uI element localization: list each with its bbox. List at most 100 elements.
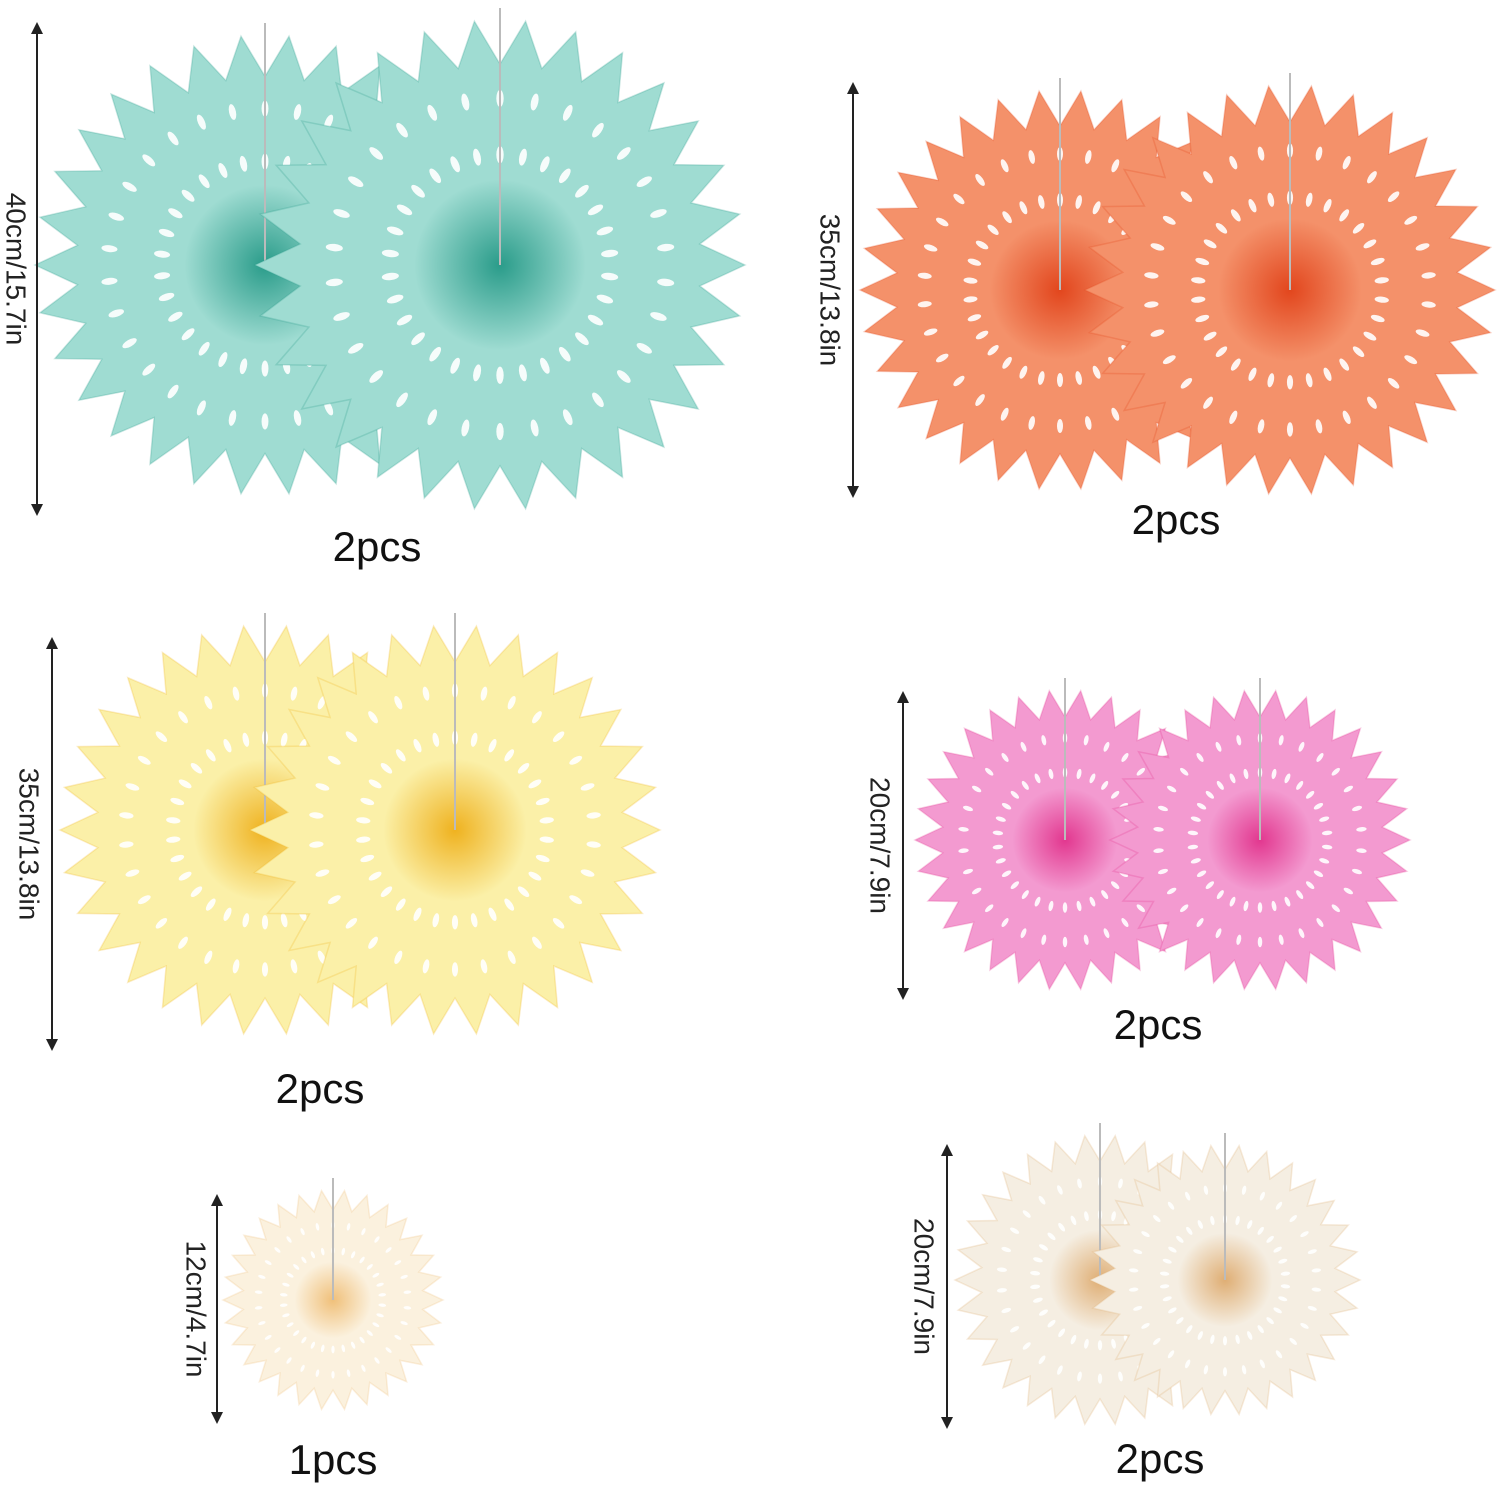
fan-hole bbox=[992, 844, 1004, 850]
fan-hole bbox=[575, 332, 589, 346]
fan-hole bbox=[429, 346, 442, 362]
fan-hole bbox=[345, 731, 358, 743]
fan-hole bbox=[1215, 928, 1222, 939]
fan-hole bbox=[517, 762, 530, 774]
fan-hole bbox=[1141, 1322, 1150, 1329]
fan-hole bbox=[596, 226, 614, 236]
fan-hole bbox=[380, 886, 393, 898]
paper-fan bbox=[221, 1178, 445, 1412]
fan-hole bbox=[540, 357, 550, 374]
fan-hole bbox=[530, 93, 539, 111]
fan-hole bbox=[286, 1236, 292, 1243]
fan-hole bbox=[369, 147, 384, 160]
fan-hole bbox=[539, 836, 554, 843]
fan-hole bbox=[1387, 377, 1400, 389]
fan-hole bbox=[1101, 890, 1109, 900]
fan-hole bbox=[975, 394, 985, 406]
fan-hole bbox=[450, 156, 460, 173]
fan-hole bbox=[1196, 753, 1204, 762]
fan-hole bbox=[1257, 419, 1265, 434]
fan-hole bbox=[155, 731, 168, 743]
fan-hole bbox=[1367, 396, 1377, 409]
fan-hole bbox=[1289, 1337, 1297, 1345]
fan-hole bbox=[429, 168, 442, 184]
fan-hole bbox=[535, 797, 550, 806]
fan-hole bbox=[333, 209, 350, 218]
fan-hole bbox=[374, 1236, 380, 1243]
fan-hole bbox=[1313, 870, 1324, 878]
fan-hole bbox=[1300, 1322, 1309, 1329]
fan-hole bbox=[1111, 1211, 1116, 1222]
fan-hole bbox=[473, 148, 482, 166]
fan-hole bbox=[1041, 934, 1047, 945]
fan-hole bbox=[1271, 768, 1277, 780]
fan-hole bbox=[1022, 1210, 1031, 1218]
fan-hole bbox=[280, 732, 288, 747]
fan-hole bbox=[346, 1223, 351, 1231]
fan-hole bbox=[1084, 1211, 1089, 1222]
fan-hole bbox=[1247, 1331, 1253, 1340]
fan-hole bbox=[119, 841, 134, 848]
fan-hole bbox=[1001, 753, 1009, 762]
fan-hole bbox=[196, 400, 206, 416]
fan-hole bbox=[1022, 1342, 1031, 1350]
size-label: 35cm/13.8in bbox=[815, 214, 846, 367]
fan-hole bbox=[300, 1364, 305, 1372]
fan-hole bbox=[432, 732, 440, 747]
fan-hole bbox=[1162, 1258, 1172, 1264]
fan-hole bbox=[1168, 1246, 1177, 1253]
fan-hole bbox=[958, 827, 969, 832]
fan-hole bbox=[1278, 934, 1284, 945]
fan-hole bbox=[1241, 1365, 1247, 1375]
fan-hole bbox=[403, 1306, 412, 1310]
fan-hole bbox=[137, 895, 151, 905]
fan-hole bbox=[530, 419, 539, 437]
fan-hole bbox=[385, 1247, 392, 1253]
fan-hole bbox=[320, 1247, 325, 1256]
fan-hole bbox=[1374, 296, 1389, 303]
fan-hole bbox=[1057, 1185, 1063, 1195]
fan-hole bbox=[1266, 1317, 1274, 1325]
fan-hole bbox=[539, 817, 554, 824]
fan-hole bbox=[158, 292, 175, 302]
fan-hole bbox=[1203, 1185, 1209, 1195]
fan-hole bbox=[279, 1303, 288, 1307]
fan-hole bbox=[1236, 934, 1242, 945]
fan-hole bbox=[1273, 1246, 1282, 1253]
fan-hole bbox=[504, 749, 515, 762]
fan-hole bbox=[264, 1260, 272, 1265]
fan-hole bbox=[451, 915, 459, 930]
fan-hole bbox=[1190, 858, 1201, 864]
fan-hole bbox=[372, 1322, 380, 1328]
fan-hole bbox=[320, 1344, 325, 1353]
fan-hole bbox=[532, 711, 542, 724]
fan-hole bbox=[1166, 785, 1177, 793]
fan-hole bbox=[286, 1357, 292, 1364]
fan-hole bbox=[507, 695, 516, 710]
fan-hole bbox=[1083, 934, 1089, 945]
fan-hole bbox=[1141, 1231, 1150, 1238]
fan-hole bbox=[158, 228, 175, 238]
fan-hole bbox=[122, 338, 137, 349]
fan-hole bbox=[325, 243, 343, 252]
fan-hole bbox=[261, 413, 269, 430]
fan-hole bbox=[1352, 346, 1365, 358]
fan-hole bbox=[569, 755, 583, 765]
fan-hole bbox=[1273, 1307, 1282, 1314]
fan-hole bbox=[1257, 936, 1263, 948]
count-label: 2pcs bbox=[1114, 1001, 1203, 1048]
fan-hole bbox=[1415, 243, 1430, 251]
fan-hole bbox=[280, 913, 288, 928]
fan-hole bbox=[142, 363, 156, 376]
fan-hole bbox=[1144, 301, 1159, 308]
fan-hole bbox=[310, 1341, 316, 1349]
fan-hole bbox=[356, 817, 371, 824]
fan-hole bbox=[1118, 1371, 1123, 1382]
fan-hole bbox=[331, 1345, 335, 1354]
fan-hole bbox=[254, 1290, 263, 1294]
fan-hole bbox=[1307, 1249, 1317, 1255]
fan-hole bbox=[286, 1272, 294, 1278]
fan-hole bbox=[963, 277, 978, 284]
fan-hole bbox=[1019, 201, 1028, 215]
